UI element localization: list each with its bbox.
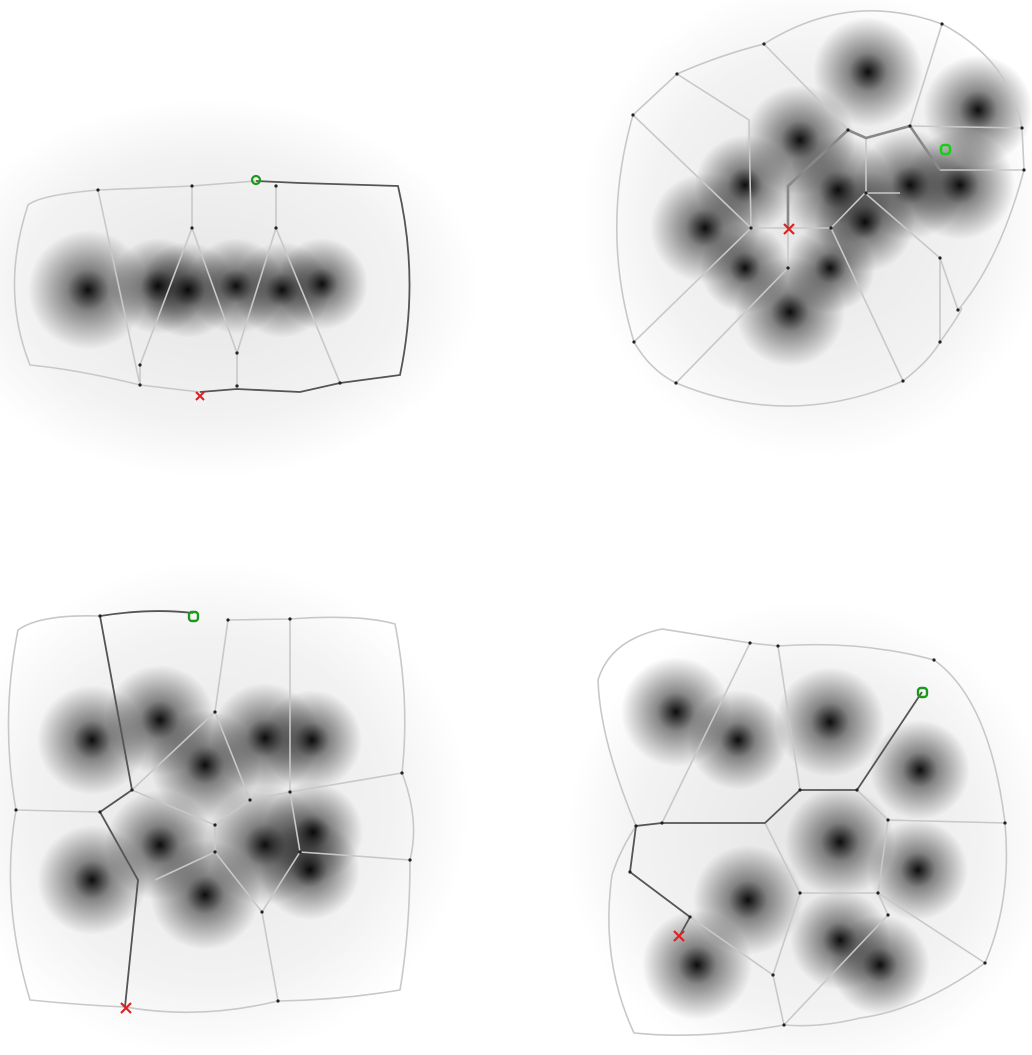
vertices — [14, 614, 412, 1003]
shortest-path — [98, 610, 194, 1008]
density-blobs — [650, 17, 1032, 367]
end-marker-icon — [195, 391, 205, 401]
vertices — [628, 641, 1007, 1027]
density-blobs — [28, 230, 368, 350]
panel-top-left — [0, 98, 480, 478]
panel-top-right — [580, 0, 1032, 460]
vertices — [631, 22, 1026, 385]
end-marker-icon — [673, 930, 685, 942]
panel-bottom-left — [0, 560, 470, 1055]
start-marker-icon — [187, 610, 200, 623]
start-marker-icon — [916, 686, 929, 699]
shortest-path — [786, 124, 942, 228]
panel-bottom-right — [565, 600, 1032, 1055]
vertices — [96, 184, 342, 388]
density-blobs — [37, 665, 363, 950]
start-marker-icon — [939, 143, 952, 156]
density-blobs — [621, 657, 970, 1020]
end-marker-icon — [783, 223, 795, 235]
shortest-path — [199, 180, 411, 393]
end-marker-icon — [120, 1002, 132, 1014]
cell-edges — [13, 180, 341, 393]
start-marker-icon — [250, 174, 262, 186]
